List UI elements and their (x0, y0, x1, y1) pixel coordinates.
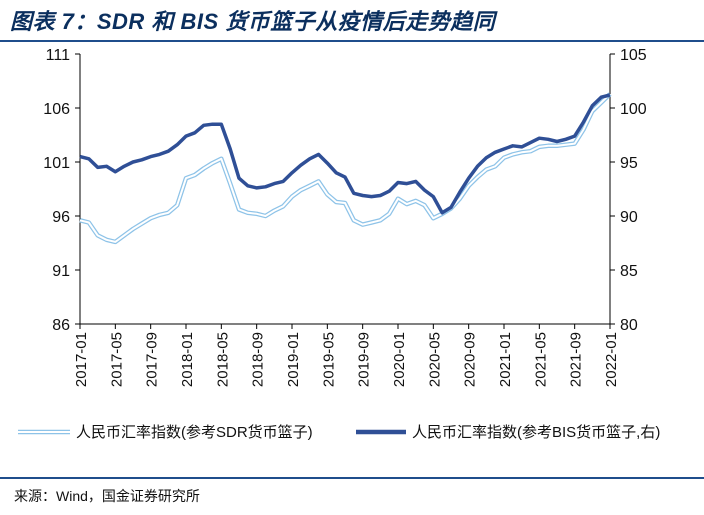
left-tick-label: 106 (43, 101, 70, 118)
series-sdr-line (79, 92, 612, 245)
right-tick-label: 100 (620, 101, 647, 118)
legend-sdr-label: 人民币汇率指数(参考SDR货币篮子) (76, 423, 313, 441)
footer-divider (0, 477, 704, 479)
x-tick-label: 2017-09 (144, 332, 161, 387)
figure-title: 图表 7：SDR 和 BIS 货币篮子从疫情后走势趋同 (10, 9, 496, 34)
x-tick-label: 2019-05 (320, 332, 337, 387)
series-sdr-line-inner (79, 93, 611, 243)
right-tick-label: 95 (620, 155, 638, 172)
x-tick-label: 2017-05 (108, 332, 125, 387)
right-tick-label: 90 (620, 209, 638, 226)
x-tick-label: 2019-09 (356, 332, 373, 387)
line-chart: 111 106 101 96 91 86 105 100 95 90 85 80 2017-01 2017… (18, 47, 660, 441)
x-tick-label: 2018-09 (250, 332, 267, 387)
x-tick-label: 2019-01 (285, 332, 302, 387)
right-tick-label: 80 (620, 317, 638, 334)
left-tick-label: 91 (52, 263, 70, 280)
series-bis-line (79, 93, 611, 215)
x-tick-label: 2020-05 (426, 332, 443, 387)
x-tick-label: 2021-05 (532, 332, 549, 387)
source-note: 来源：Wind，国金证券研究所 (14, 488, 200, 504)
left-tick-label: 101 (43, 155, 70, 172)
right-tick-label: 85 (620, 263, 638, 280)
x-tick-label: 2021-01 (497, 332, 514, 387)
left-tick-label: 111 (46, 47, 70, 64)
x-tick-label: 2017-01 (73, 332, 90, 387)
x-tick-label: 2020-01 (391, 332, 408, 387)
x-tick-label: 2021-09 (568, 332, 585, 387)
x-tick-label: 2018-01 (179, 332, 196, 387)
chart-area: 111 106 101 96 91 86 105 100 95 90 85 80 2017-01 2017… (0, 44, 704, 474)
legend-bis-label: 人民币汇率指数(参考BIS货币篮子,右) (412, 423, 660, 441)
title-divider (0, 40, 704, 42)
left-tick-label: 96 (52, 209, 70, 226)
x-tick-label: 2020-09 (462, 332, 479, 387)
right-tick-label: 105 (620, 47, 647, 64)
x-tick-label: 2018-05 (214, 332, 231, 387)
left-tick-label: 86 (52, 317, 70, 334)
x-tick-label: 2022-01 (603, 332, 620, 387)
